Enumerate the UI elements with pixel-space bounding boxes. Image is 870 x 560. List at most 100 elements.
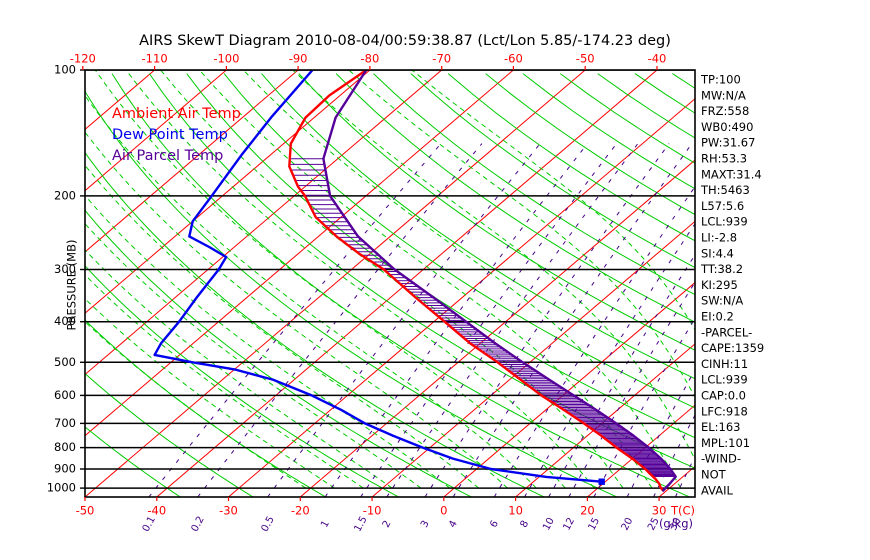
parameter-item: -PARCEL- (701, 325, 752, 339)
parameter-item: CINH:11 (701, 357, 748, 371)
top-temp-label: -80 (361, 52, 380, 66)
top-temp-label: -60 (504, 52, 523, 66)
moist-adiabat-line (411, 70, 695, 331)
bottom-temp-label: -50 (76, 504, 95, 518)
top-temp-label: -90 (289, 52, 308, 66)
pressure-axis-title: PRESSURE (MB) (65, 240, 79, 331)
parameter-item: LCL:939 (701, 215, 748, 229)
mixing-ratio-axis-title: (g/kg) (659, 517, 693, 531)
bottom-temp-label: 20 (580, 504, 595, 518)
dry-adiabat-line (373, 73, 695, 296)
pressure-tick-label: 700 (54, 416, 76, 430)
parameter-item: PW:31.67 (701, 136, 755, 150)
parameter-item: L57:5.6 (701, 199, 744, 213)
moist-adiabat-line (242, 70, 682, 489)
isotherm-line (85, 70, 443, 376)
mixing-ratio-label: 8 (519, 519, 532, 530)
top-temp-label: -40 (648, 52, 667, 66)
dry-adiabat-line (298, 73, 695, 351)
mixing-ratio-label: 6 (488, 519, 501, 530)
parameter-item: LI:-2.8 (701, 231, 737, 245)
profile-end-marker (598, 478, 605, 485)
parameter-item: CAPE:1359 (701, 341, 764, 355)
moist-adiabat-line (85, 222, 422, 489)
isotherm-line (228, 98, 695, 497)
moist-adiabat-line (85, 131, 508, 489)
parameter-item: FRZ:558 (701, 104, 749, 118)
mixing-ratio-label: 10 (541, 516, 557, 532)
dry-adiabat-line (85, 90, 618, 497)
mixing-ratio-label: 15 (586, 516, 602, 532)
parameter-item: MW:N/A (701, 88, 746, 102)
page-title: AIRS SkewT Diagram 2010-08-04/00:59:38.8… (139, 33, 671, 49)
moist-adiabat-line (85, 274, 364, 489)
mixing-ratio-label: 25 (646, 516, 662, 532)
plot-border (84, 69, 696, 498)
top-temp-label: -120 (70, 52, 96, 66)
moist-adiabat-line (85, 164, 480, 489)
mixing-ratio-label: 1 (319, 519, 332, 530)
mixing-ratio-label: 2 (381, 519, 394, 530)
mixing-ratio-label: 3 (419, 519, 432, 530)
moist-adiabat-line (85, 94, 537, 489)
isotherm-line (299, 159, 695, 497)
dry-adiabat-line (85, 426, 181, 497)
mixing-ratio-label: 12 (561, 516, 577, 532)
pressure-tick-label: 800 (54, 440, 76, 454)
bottom-temp-label: -40 (147, 504, 166, 518)
parameter-item: -WIND- (701, 452, 741, 466)
parameter-item: KI:295 (701, 278, 738, 292)
parameter-item: MAXT:31.4 (701, 167, 762, 181)
parameter-item: LCL:939 (701, 373, 748, 387)
pressure-tick-label: 900 (54, 462, 76, 476)
moist-adiabat-line (125, 70, 595, 489)
moist-adiabat-line (85, 297, 335, 489)
moist-adiabat-line (199, 70, 653, 489)
moist-adiabat-line (160, 70, 624, 489)
parameter-item: TH:5463 (700, 183, 750, 197)
parameter-item: NOT (701, 468, 727, 482)
mixing-ratio-label: 30 (668, 516, 684, 532)
top-temp-label: -100 (213, 52, 239, 66)
pressure-tick-label: 100 (54, 63, 76, 77)
parameter-item: CAP:0.0 (701, 389, 746, 403)
parameter-item: AVAIL (701, 483, 734, 497)
parameter-item: TT:38.2 (700, 262, 743, 276)
isotherm-line (85, 70, 299, 253)
moist-adiabat-line (94, 70, 566, 489)
bottom-temp-label: 10 (508, 504, 523, 518)
parameter-item: LFC:918 (701, 404, 748, 418)
dry-adiabat-line (111, 73, 690, 497)
parameter-item: SW:N/A (701, 294, 743, 308)
moist-adiabat-line (85, 194, 451, 489)
pressure-tick-label: 500 (54, 355, 76, 369)
temperature-axis-title: T(C) (670, 504, 695, 518)
parameter-item: EI:0.2 (701, 310, 734, 324)
isotherm-line (443, 281, 695, 497)
parameter-item: RH:53.3 (701, 152, 747, 166)
parameter-item: EL:163 (701, 420, 741, 434)
moist-adiabat-line (85, 249, 393, 489)
isotherm-line (587, 404, 695, 497)
isotherm-line (85, 70, 227, 192)
bottom-temp-label: -10 (363, 504, 382, 518)
legend-item-3: Air Parcel Temp (112, 148, 223, 164)
parameter-item: TP:100 (700, 73, 741, 87)
legend-item-2: Dew Point Temp (112, 127, 228, 143)
dry-adiabat-line (261, 73, 695, 380)
profile-curve (322, 70, 677, 492)
dry-adiabat-line (335, 73, 695, 323)
isotherm-line (85, 70, 371, 314)
data-layer (153, 70, 677, 492)
dry-adiabat-line (85, 209, 472, 497)
chart-legend: Ambient Air Temp Dew Point Temp Air Parcel… (112, 106, 241, 164)
pressure-tick-label: 1000 (47, 481, 76, 495)
pressure-tick-label: 600 (54, 388, 76, 402)
bottom-temp-label: 0 (440, 504, 447, 518)
top-temp-label: -110 (142, 52, 168, 66)
bottom-temp-label: 30 (652, 504, 667, 518)
plot-frame (84, 69, 696, 498)
pressure-tick-label: 300 (54, 262, 76, 276)
